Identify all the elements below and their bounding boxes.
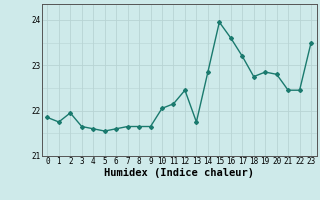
X-axis label: Humidex (Indice chaleur): Humidex (Indice chaleur) [104, 168, 254, 178]
